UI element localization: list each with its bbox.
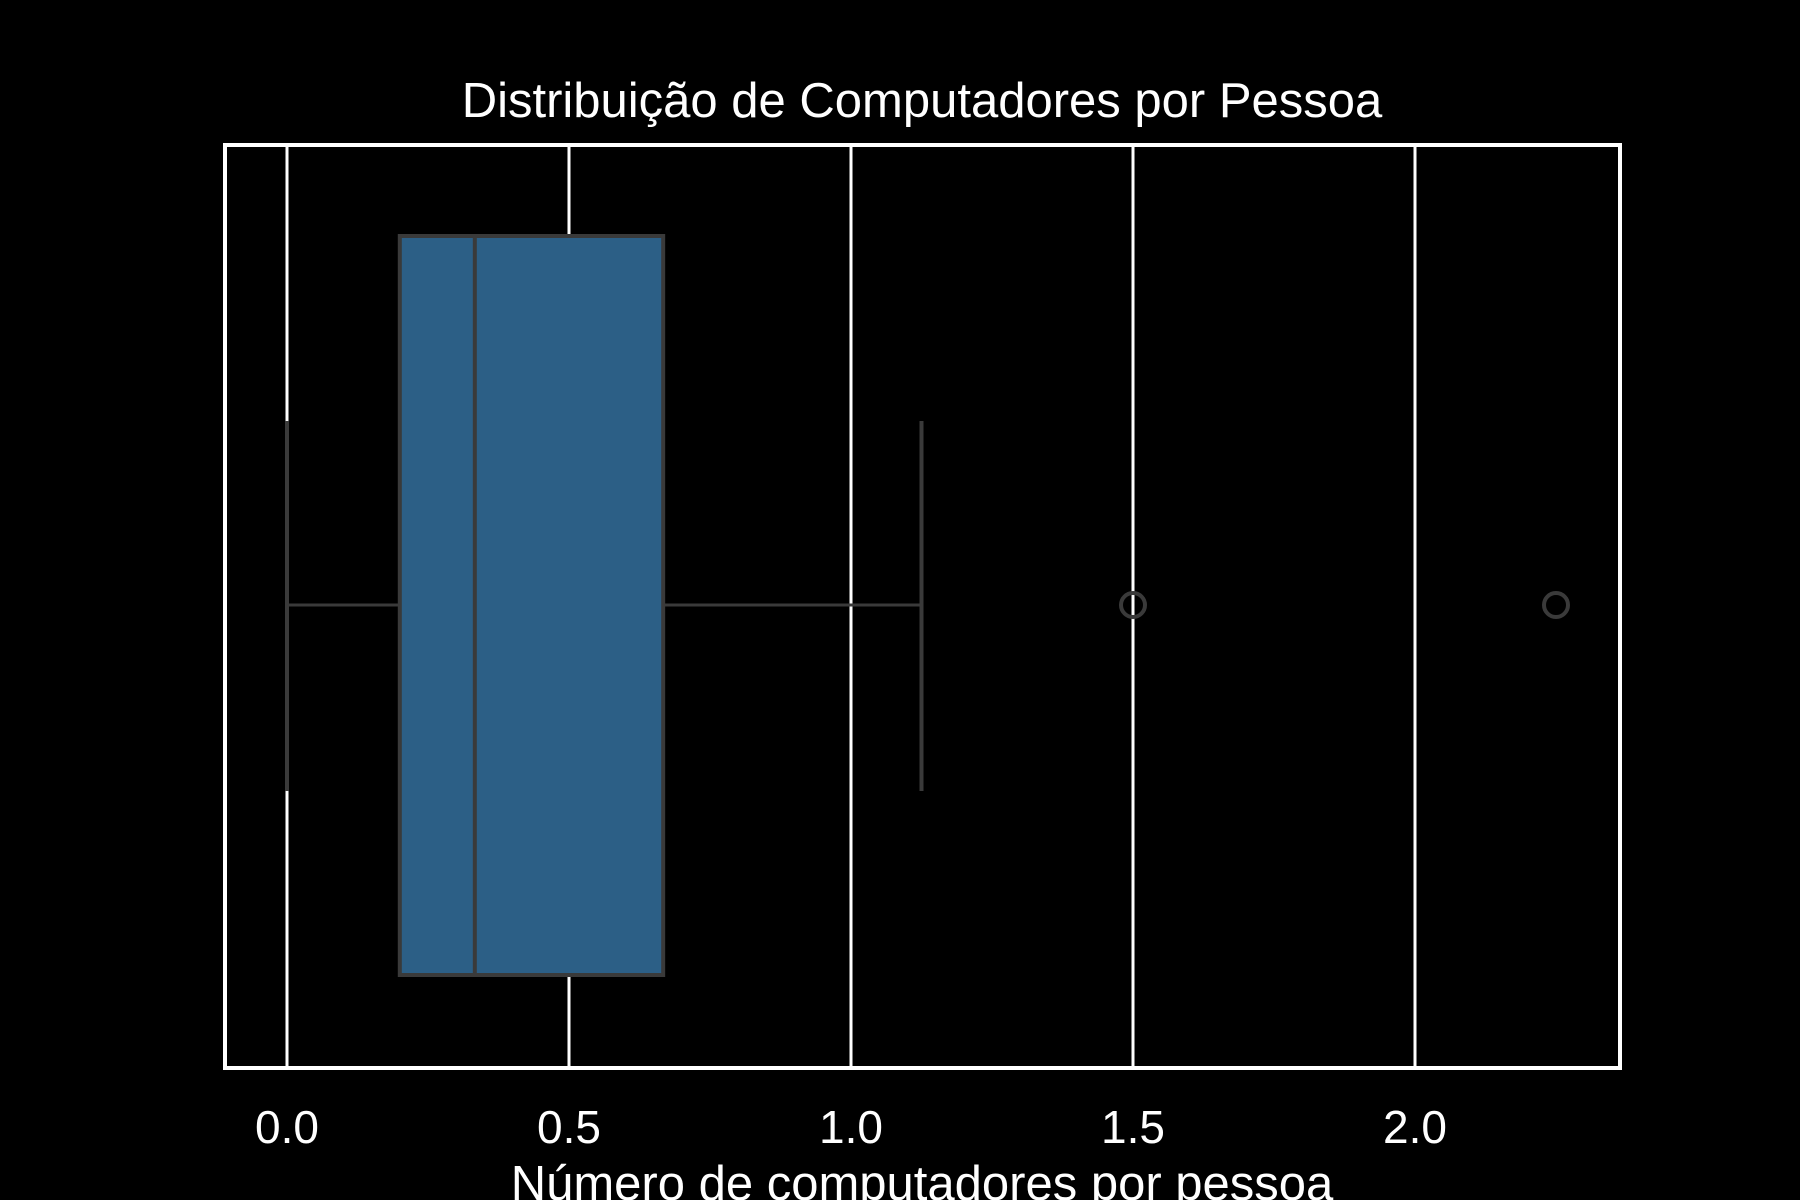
outlier-point — [1542, 591, 1570, 619]
outlier-point — [1119, 591, 1147, 619]
x-tick-label: 2.0 — [1383, 1101, 1447, 1153]
x-axis-label: Número de computadores por pessoa — [511, 1157, 1334, 1200]
x-tick-label: 0.5 — [537, 1101, 601, 1153]
x-tick-label: 1.0 — [819, 1101, 883, 1153]
iqr-box — [397, 234, 666, 977]
chart-title: Distribuição de Computadores por Pessoa — [462, 74, 1383, 128]
x-tick-label: 0.0 — [255, 1101, 319, 1153]
x-axis-ticks: 0.0 0.5 1.0 1.5 2.0 — [255, 1101, 1447, 1153]
x-tick-label: 1.5 — [1101, 1101, 1165, 1153]
plot-frame — [223, 143, 1622, 1070]
box-plot — [285, 234, 1570, 977]
